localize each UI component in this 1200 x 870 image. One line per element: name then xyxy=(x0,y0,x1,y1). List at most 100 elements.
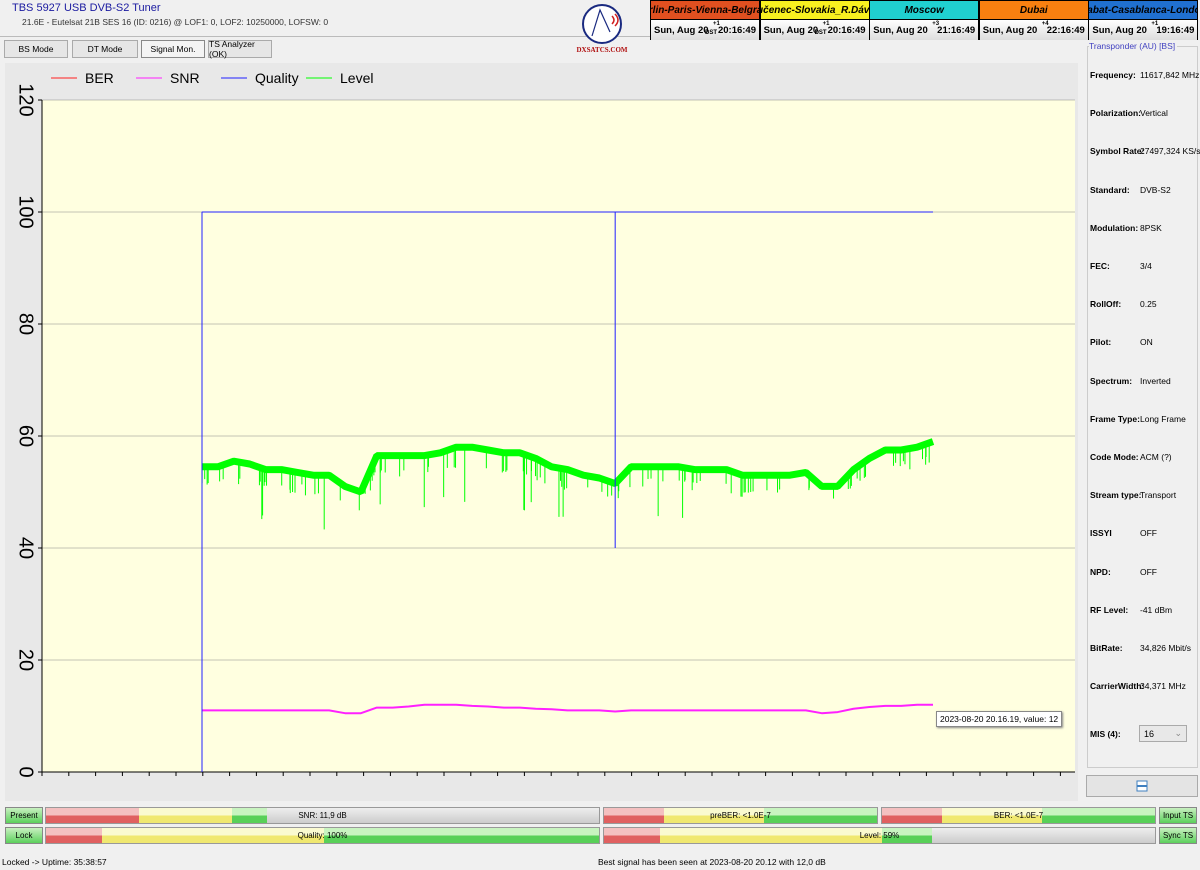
ber-bar: BER: <1.0E-7 xyxy=(881,807,1156,824)
clock-1: Lučenec-Slovakia_R.Dávid Sun, Aug 20+1 DS… xyxy=(759,0,870,40)
param-label: Pilot: xyxy=(1090,337,1112,348)
param-label: Stream type: xyxy=(1090,490,1142,501)
mis-select[interactable]: 16 ⌄ xyxy=(1139,725,1187,742)
panel-toggle-button[interactable] xyxy=(1086,775,1198,797)
param-value: 0.25 xyxy=(1140,299,1157,310)
clock-city: Rabat-Casablanca-London xyxy=(1089,1,1198,20)
y-tick-label: 0 xyxy=(15,766,37,777)
param-row: ISSYI OFF xyxy=(1090,528,1157,538)
param-label: Standard: xyxy=(1090,184,1130,195)
param-row: RollOff: 0.25 xyxy=(1090,299,1157,309)
clock-time: 20:16:49 xyxy=(827,24,866,36)
tab-ts-analyzer[interactable]: TS Analyzer (OK) xyxy=(208,39,272,59)
ber-label: BER: <1.0E-7 xyxy=(993,811,1044,820)
svg-text:DXSATCS.COM: DXSATCS.COM xyxy=(576,46,627,54)
legend-label-level: Level xyxy=(340,70,373,86)
present-indicator: Present xyxy=(5,807,43,824)
clock-time: 19:16:49 xyxy=(1156,24,1195,36)
legend-label-ber: BER xyxy=(85,70,114,86)
level-bar: Level: 59% xyxy=(603,827,1156,844)
clock-city: Berlin-Paris-Vienna-Belgrade xyxy=(651,1,759,20)
snr-label: SNR: 11,9 dB xyxy=(298,811,347,820)
app-title: TBS 5927 USB DVB-S2 Tuner xyxy=(12,2,161,14)
tab-signal-mon[interactable]: Signal Mon. xyxy=(141,40,205,58)
param-row: Frame Type: Long Frame xyxy=(1090,414,1186,424)
clock-4: Rabat-Casablanca-London Sun, Aug 20 +119:… xyxy=(1088,0,1199,40)
param-row: Pilot: ON xyxy=(1090,337,1153,347)
clock-offset: +1 xyxy=(1151,21,1159,27)
clock-offset: +1 xyxy=(713,21,720,27)
param-value: 34,371 MHz xyxy=(1140,681,1186,692)
param-label: Polarization: xyxy=(1090,108,1142,119)
best-signal-status: Best signal has been seen at 2023-08-20 … xyxy=(598,857,826,867)
mis-row: MIS (4): xyxy=(1090,729,1140,739)
clock-date: Sun, Aug 20 xyxy=(1092,24,1147,36)
clock-date: Sun, Aug 20 xyxy=(873,24,928,36)
param-label: RF Level: xyxy=(1090,604,1129,615)
transponder-panel: Transponder (AU) [BS] Frequency: 11617,84… xyxy=(1085,40,1200,770)
level-label: Level: 59% xyxy=(859,831,900,840)
mis-value: 16 xyxy=(1144,728,1155,739)
input-ts-indicator: Input TS xyxy=(1159,807,1197,824)
param-row: Symbol Rate: 27497,324 KS/s xyxy=(1090,146,1200,156)
param-label: Spectrum: xyxy=(1090,375,1133,386)
clock-time: 20:16:49 xyxy=(717,24,756,36)
quality-bar: Quality: 100% xyxy=(45,827,600,844)
param-label: Modulation: xyxy=(1090,222,1139,233)
param-value: DVB-S2 xyxy=(1140,184,1171,195)
param-label: BitRate: xyxy=(1090,643,1123,653)
param-row: Modulation: 8PSK xyxy=(1090,223,1162,233)
param-value: ACM (?) xyxy=(1140,452,1172,462)
param-value: Long Frame xyxy=(1140,413,1186,424)
satellite-info: 21.6E - Eutelsat 21B SES 16 (ID: 0216) @… xyxy=(22,17,329,27)
param-value: Vertical xyxy=(1140,108,1168,119)
param-value: 8PSK xyxy=(1140,222,1162,233)
divider xyxy=(0,36,650,37)
param-row: Stream type: Transport xyxy=(1090,490,1176,500)
clock-city: Moscow xyxy=(870,1,979,20)
clock-date: Sun, Aug 20 xyxy=(654,24,709,36)
param-row: Standard: DVB-S2 xyxy=(1090,185,1171,195)
clock-dst: DST xyxy=(814,30,827,36)
param-row: FEC: 3/4 xyxy=(1090,261,1152,271)
y-tick-label: 60 xyxy=(15,425,37,447)
preber-label: preBER: <1.0E-7 xyxy=(710,811,771,820)
dxsatcs-logo: DXSATCS.COM xyxy=(576,4,628,54)
chart-tooltip: 2023-08-20 20.16.19, value: 12 xyxy=(936,711,1063,727)
param-row: RF Level: -41 dBm xyxy=(1090,605,1172,615)
param-label: FEC: xyxy=(1090,261,1110,271)
legend-label-quality: Quality xyxy=(255,70,299,86)
param-row: CarrierWidth: 34,371 MHz xyxy=(1090,681,1186,691)
tab-dt-mode[interactable]: DT Mode xyxy=(72,40,138,58)
param-value: 11617,842 MHz xyxy=(1140,70,1200,80)
tab-bs-mode[interactable]: BS Mode xyxy=(4,40,68,58)
param-value: 27497,324 KS/s xyxy=(1140,146,1200,157)
y-tick-label: 40 xyxy=(15,537,37,559)
param-label: ISSYI xyxy=(1090,528,1112,539)
clock-time: 21:16:49 xyxy=(937,24,976,36)
param-value: 34,826 Mbit/s xyxy=(1140,643,1192,653)
clock-date: Sun, Aug 20 xyxy=(763,24,819,36)
clock-dst: DST xyxy=(705,30,717,36)
param-label: NPD: xyxy=(1090,566,1111,577)
series-snr xyxy=(202,703,933,715)
mis-label: MIS (4): xyxy=(1090,729,1121,739)
param-value: Transport xyxy=(1140,490,1177,501)
quality-label: Quality: 100% xyxy=(297,831,348,840)
param-row: Frequency: 11617,842 MHz xyxy=(1090,70,1199,80)
clock-offset: +1 xyxy=(822,21,830,27)
clock-3: Dubai Sun, Aug 20 +4 22:16:49 xyxy=(978,0,1089,40)
preber-bar: preBER: <1.0E-7 xyxy=(603,807,878,824)
y-tick-label: 20 xyxy=(15,649,37,671)
clock-offset: +4 xyxy=(1041,21,1049,27)
param-row: Code Mode: ACM (?) xyxy=(1090,452,1172,462)
y-tick-label: 120 xyxy=(15,83,37,116)
chevron-down-icon: ⌄ xyxy=(1174,728,1182,738)
clock-city: Lučenec-Slovakia_R.Dávid xyxy=(760,1,869,20)
signal-chart-panel: 0 20 40 60 80 100 120 BER SNR Quality Level xyxy=(5,63,1078,801)
param-row: BitRate: 34,826 Mbit/s xyxy=(1090,643,1191,653)
param-row: Polarization: Vertical xyxy=(1090,108,1168,118)
clock-date: Sun, Aug 20 xyxy=(982,24,1038,36)
window-icon xyxy=(1136,780,1148,792)
param-label: Symbol Rate: xyxy=(1090,146,1145,157)
